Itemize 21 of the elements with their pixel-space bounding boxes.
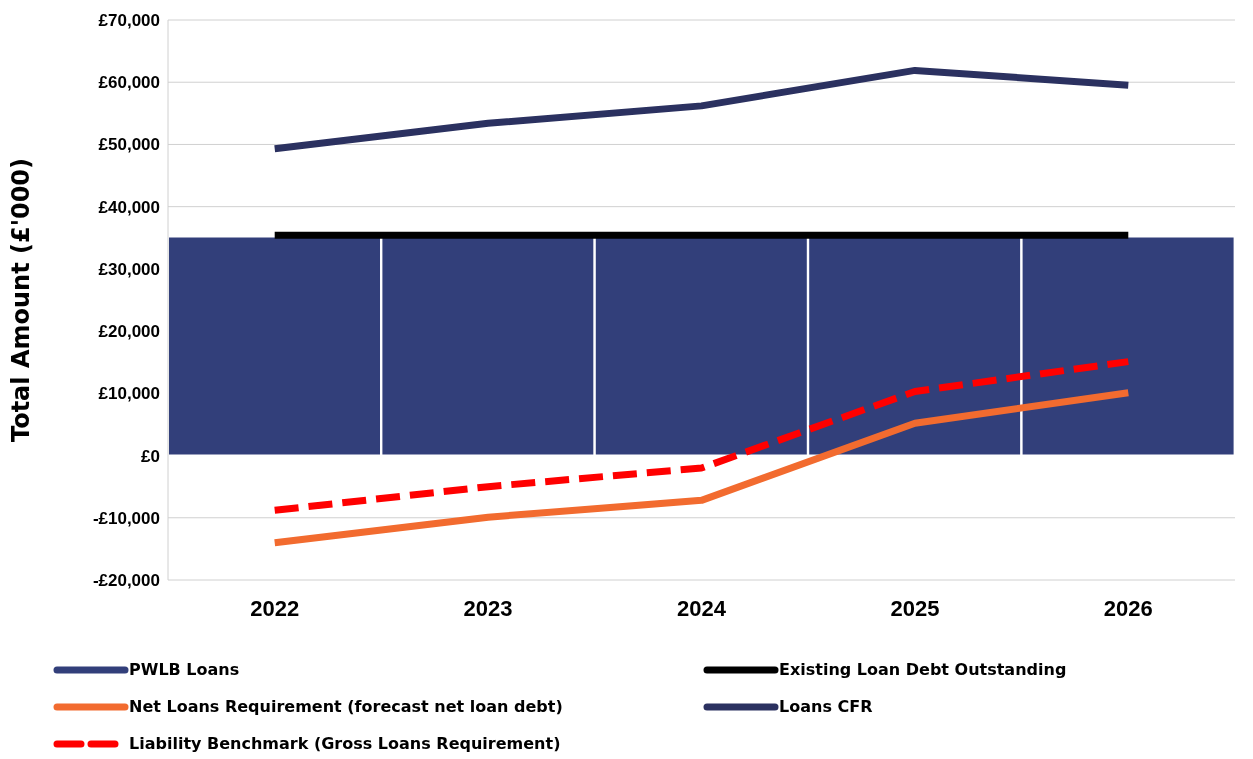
y-tick-label: -£10,000 [92, 508, 160, 528]
legend-label: Existing Loan Debt Outstanding [779, 660, 1067, 679]
y-tick-label: £20,000 [98, 322, 160, 342]
y-tick-label: £0 [141, 446, 160, 466]
x-tick-label: 2023 [463, 595, 513, 621]
x-tick-label: 2025 [890, 595, 940, 621]
y-tick-label: £60,000 [98, 73, 160, 93]
y-tick-label: £50,000 [98, 135, 160, 155]
y-tick-label: £30,000 [98, 259, 160, 279]
legend-label: Net Loans Requirement (forecast net loan debt) [129, 697, 563, 716]
y-tick-label: £10,000 [98, 384, 160, 404]
y-tick-label: £40,000 [98, 197, 160, 217]
y-tick-label: -£20,000 [92, 571, 160, 591]
legend-label: PWLB Loans [129, 660, 240, 679]
legend-label: Loans CFR [779, 697, 873, 716]
y-axis-title: Total Amount (£'000) [6, 157, 35, 443]
x-tick-label: 2024 [677, 595, 727, 621]
x-tick-label: 2026 [1103, 595, 1153, 621]
y-tick-label: £70,000 [98, 11, 160, 31]
x-tick-label: 2022 [250, 595, 300, 621]
legend-label: Liability Benchmark (Gross Loans Requirement) [129, 734, 561, 753]
